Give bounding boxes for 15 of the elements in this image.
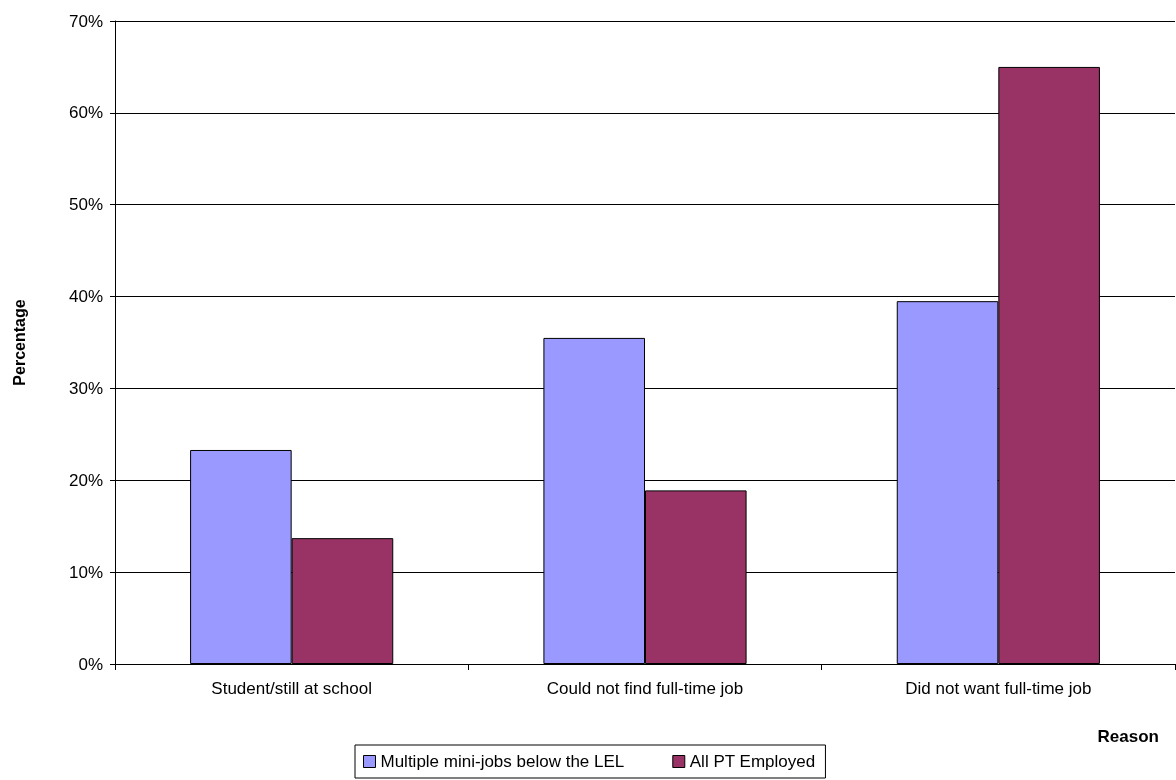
x-axis-title: Reason — [1097, 727, 1160, 746]
y-axis-title: Percentage — [10, 299, 28, 386]
y-tick-label: 60% — [68, 103, 103, 123]
y-tick-label: 40% — [68, 287, 103, 307]
legend-label: Multiple mini-jobs below the LEL — [380, 752, 625, 771]
y-tick-label: 20% — [68, 470, 103, 490]
x-tick-label: Did not want full-time job — [905, 679, 1092, 698]
y-tick-label: 50% — [68, 195, 103, 215]
y-tick-label: 30% — [68, 378, 103, 398]
y-tick-label: 70% — [68, 11, 103, 31]
x-tick-label: Student/still at school — [211, 679, 372, 698]
x-tick-label: Could not find full-time job — [546, 679, 744, 698]
y-tick-label: 0% — [78, 654, 103, 674]
legend-label: All PT Employed — [689, 752, 816, 771]
y-tick-label: 10% — [68, 562, 103, 582]
